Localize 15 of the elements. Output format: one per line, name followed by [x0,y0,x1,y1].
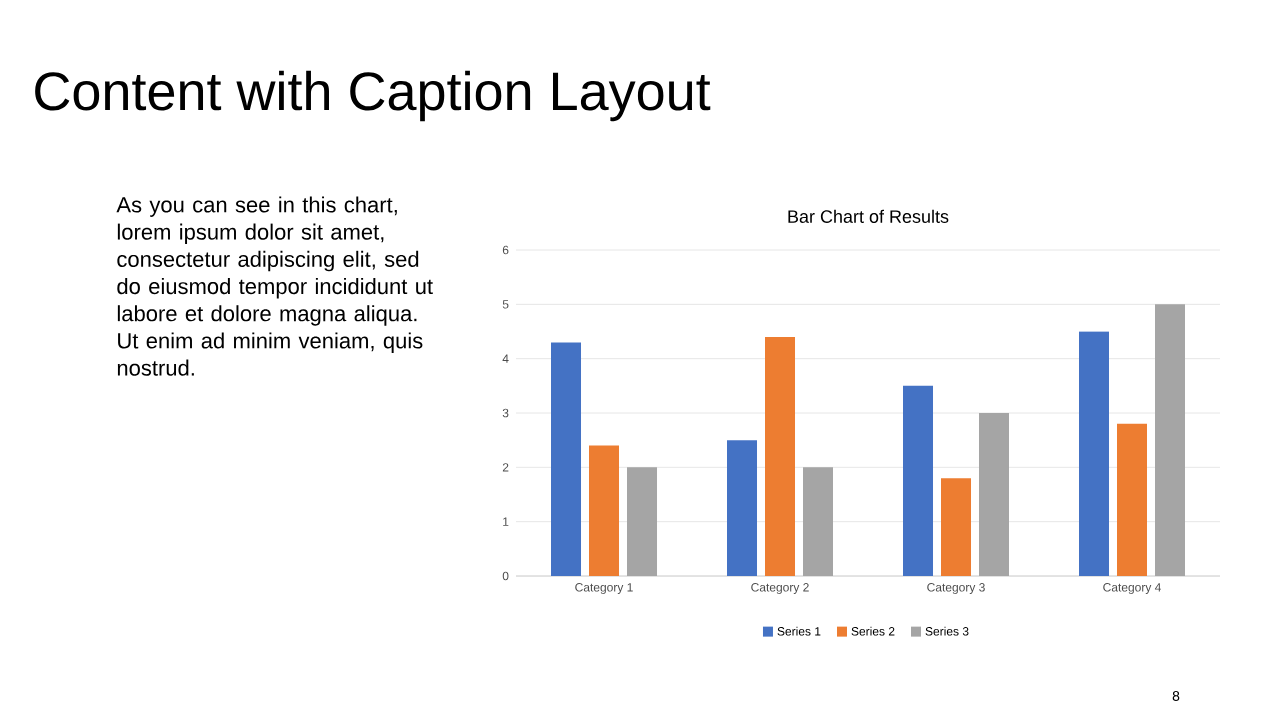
bar [903,385,933,576]
bar [589,445,620,576]
bar [551,342,582,576]
bar [1155,304,1185,576]
bar [803,467,834,576]
bar [765,336,796,576]
bar [1079,331,1109,576]
bar [979,413,1010,576]
bar [1117,423,1147,576]
text: As you can see in this chart, lorem ipsum dolor sit amet, consectetur adipiscing elit, sed do eiusmod tempor incididunt ut labore et dolore magna aliqua. Ut enim ad minim veniam, quis nostrud. [116,196,433,376]
bar [941,478,971,576]
bar [627,467,658,576]
text: Content with Caption Layout [35,70,711,122]
bar [727,440,758,576]
chart-title: Bar Chart of Results [788,209,949,223]
